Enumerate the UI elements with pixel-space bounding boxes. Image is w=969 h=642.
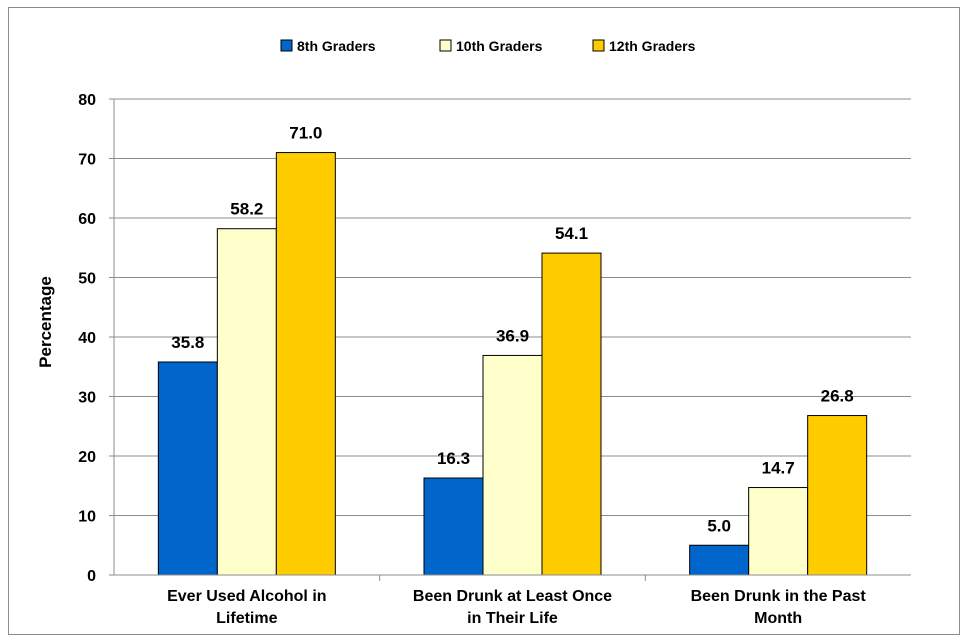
value-label-12th-graders-1: 54.1 [555, 224, 588, 243]
y-tick-label-10: 10 [78, 509, 96, 526]
category-label-2: Been Drunk in the Past Month [691, 588, 867, 627]
value-label-10th-graders-1: 36.9 [496, 326, 529, 345]
y-tick-label-60: 60 [78, 211, 96, 228]
y-axis-ticks: 0 10 20 30 40 50 60 70 80 [78, 92, 114, 585]
value-label-12th-graders-2: 26.8 [821, 387, 854, 406]
y-tick-label-70: 70 [78, 152, 96, 169]
bar-chart: 8th Graders 10th Graders 12th Graders 0 10 2… [36, 38, 911, 627]
category-label-0: Ever Used Alcohol in Lifetime [167, 588, 326, 627]
bar-12th-graders-1 [541, 252, 602, 576]
y-tick-label-0: 0 [87, 568, 96, 585]
value-label-12th-graders-0: 71.0 [289, 124, 322, 143]
bar-10th-graders-1 [482, 354, 543, 576]
legend-swatch-12th-graders [592, 39, 605, 52]
bars [157, 152, 868, 576]
y-tick-label-80: 80 [78, 92, 96, 109]
legend-swatch-8th-graders [280, 39, 293, 52]
bar-12th-graders-2 [807, 415, 868, 576]
legend-label-10th-graders: 10th Graders [456, 38, 543, 54]
legend-label-8th-graders: 8th Graders [297, 38, 376, 54]
legend-swatch-10th-graders [439, 39, 452, 52]
y-tick-label-40: 40 [78, 330, 96, 347]
y-tick-label-20: 20 [78, 449, 96, 466]
y-tick-label-50: 50 [78, 271, 96, 288]
value-labels: 35.8 58.2 71.0 16.3 36.9 54.1 5.0 14.7 26.8 [171, 124, 853, 536]
bar-10th-graders-0 [216, 228, 277, 576]
y-tick-label-30: 30 [78, 390, 96, 407]
chart-frame: 8th Graders 10th Graders 12th Graders 0 10 2… [8, 7, 960, 635]
axes [113, 99, 911, 581]
bar-8th-graders-0 [157, 361, 218, 576]
category-label-1: Been Drunk at Least Once in Their Life [413, 588, 612, 627]
legend-label-12th-graders: 12th Graders [609, 38, 696, 54]
bar-8th-graders-1 [423, 477, 484, 576]
bar-12th-graders-0 [275, 152, 336, 576]
bar-10th-graders-2 [748, 487, 809, 576]
category-labels: Ever Used Alcohol in Lifetime Been Drunk a… [167, 588, 866, 627]
value-label-10th-graders-2: 14.7 [762, 459, 795, 478]
bar-8th-graders-2 [689, 544, 750, 576]
legend: 8th Graders 10th Graders 12th Graders [280, 38, 696, 54]
y-axis-title: Percentage [36, 276, 55, 368]
value-label-8th-graders-0: 35.8 [171, 333, 204, 352]
value-label-8th-graders-1: 16.3 [437, 449, 470, 468]
value-label-10th-graders-0: 58.2 [230, 200, 263, 219]
value-label-8th-graders-2: 5.0 [707, 516, 731, 535]
